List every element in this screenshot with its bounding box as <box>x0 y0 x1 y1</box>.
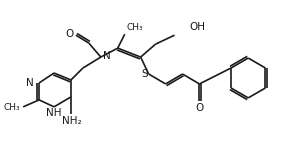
Text: OH: OH <box>189 22 205 32</box>
Text: CH₃: CH₃ <box>4 103 20 112</box>
Text: S: S <box>141 69 148 79</box>
Text: NH: NH <box>46 108 62 118</box>
Text: N: N <box>103 51 111 61</box>
Text: O: O <box>66 29 74 39</box>
Text: N: N <box>26 78 34 88</box>
Text: O: O <box>195 103 204 113</box>
Text: CH₃: CH₃ <box>127 23 143 32</box>
Text: NH₂: NH₂ <box>62 116 82 126</box>
